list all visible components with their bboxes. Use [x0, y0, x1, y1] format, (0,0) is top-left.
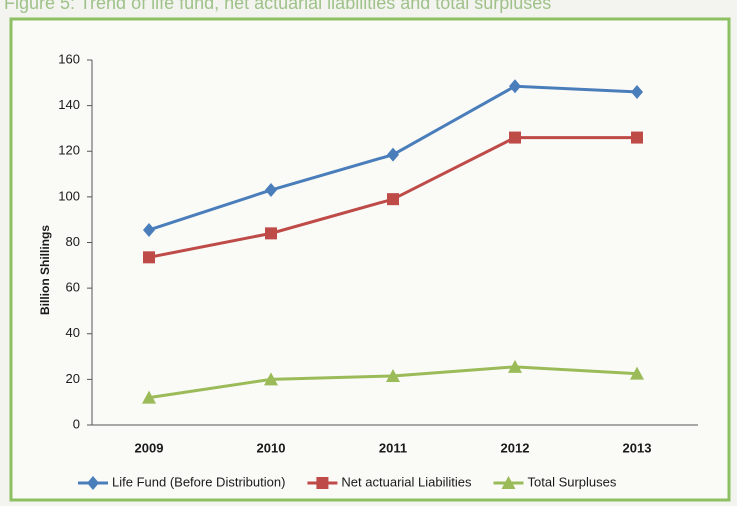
marker: [87, 476, 99, 490]
y-tick-label: 60: [66, 280, 80, 295]
marker: [508, 359, 522, 373]
legend-label: Life Fund (Before Distribution): [112, 474, 285, 489]
marker: [143, 251, 155, 264]
x-tick-label: 2011: [379, 440, 407, 455]
x-tick-label: 2013: [623, 440, 652, 455]
x-tick-label: 2012: [501, 440, 530, 455]
legend-label: Net actuarial Liabilities: [341, 474, 472, 489]
marker: [631, 84, 643, 99]
chart-title: Figure 5: Trend of life fund, net actuar…: [4, 0, 551, 13]
marker: [387, 193, 399, 206]
legend-label: Total Surpluses: [528, 474, 617, 489]
y-tick-label: 120: [58, 143, 80, 158]
y-tick-label: 0: [73, 416, 80, 431]
y-tick-label: 80: [66, 234, 80, 249]
marker: [316, 477, 329, 489]
y-tick-label: 160: [58, 51, 80, 66]
marker: [264, 372, 278, 386]
marker: [509, 79, 521, 94]
y-tick-label: 20: [66, 371, 80, 386]
marker: [630, 366, 644, 380]
marker: [265, 227, 277, 240]
y-tick-label: 100: [58, 188, 80, 203]
marker: [142, 390, 156, 404]
marker: [501, 476, 516, 489]
x-tick-label: 2009: [135, 440, 164, 455]
marker: [143, 222, 155, 237]
marker: [387, 147, 399, 162]
y-tick-label: 140: [58, 97, 80, 112]
y-tick-label: 40: [66, 325, 80, 340]
frame: [9, 17, 731, 502]
marker: [509, 131, 521, 144]
marker: [265, 183, 277, 198]
marker: [386, 368, 400, 382]
y-axis-label: Billion Shillings: [38, 225, 52, 315]
marker: [631, 131, 643, 144]
x-tick-label: 2010: [257, 440, 286, 455]
